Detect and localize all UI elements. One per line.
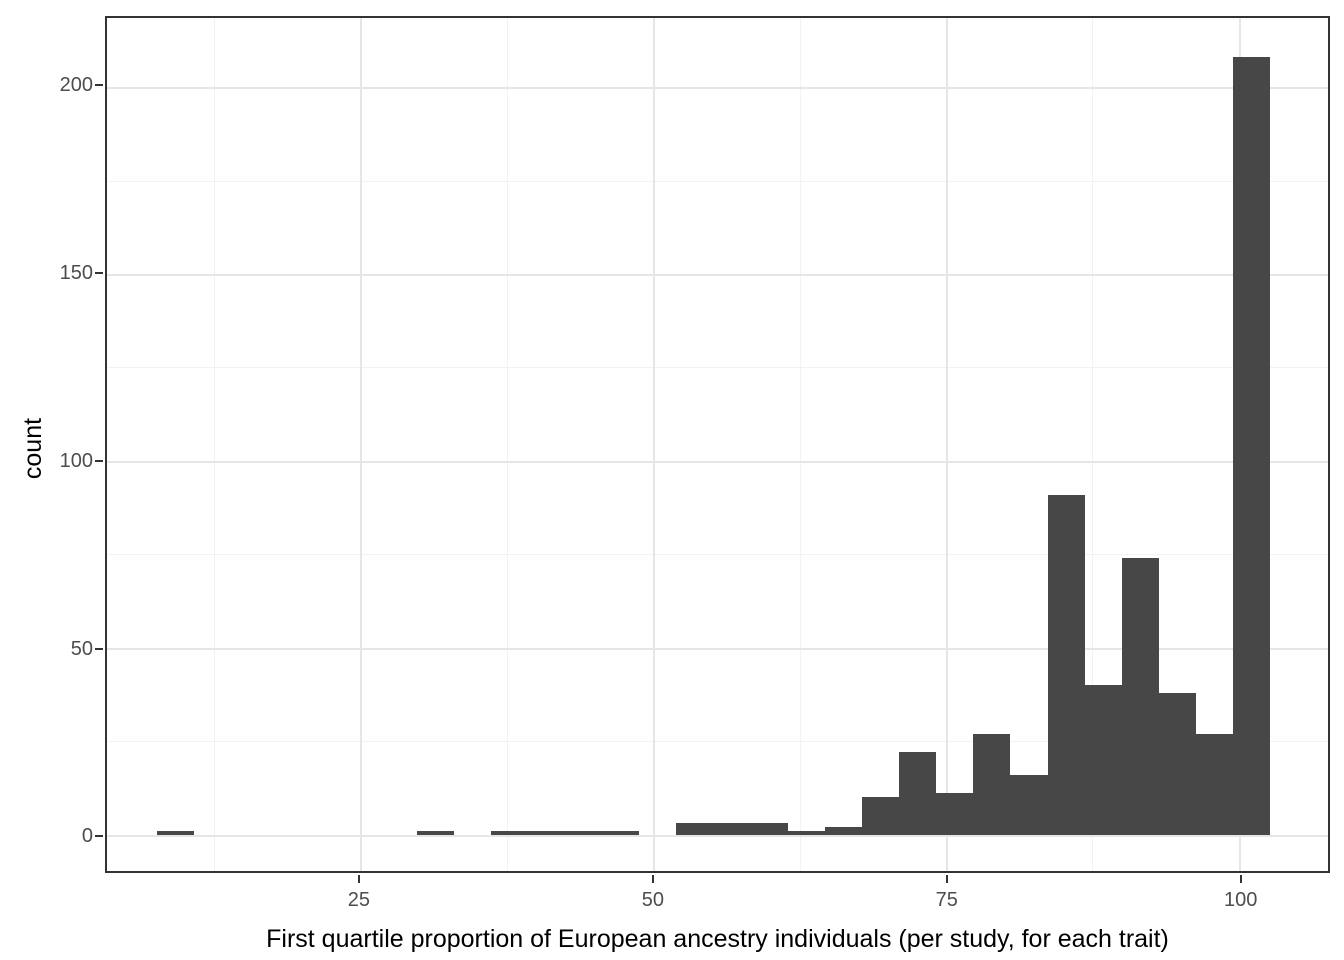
y-tick-label: 200 xyxy=(59,74,93,97)
gridline-x-minor xyxy=(799,18,801,871)
gridline-y-minor xyxy=(107,554,1328,556)
y-tick-mark xyxy=(95,272,103,275)
histogram-bar xyxy=(416,830,454,835)
x-tick-mark xyxy=(1239,875,1242,883)
y-tick-label: 0 xyxy=(81,825,93,848)
x-tick-label: 50 xyxy=(641,889,664,911)
histogram-bar xyxy=(899,752,937,835)
y-tick-label: 50 xyxy=(70,637,93,660)
gridline-y-minor xyxy=(107,180,1328,182)
gridline-y-minor xyxy=(107,741,1328,743)
y-axis-title: count xyxy=(19,417,47,480)
gridline-y-major xyxy=(107,647,1328,650)
histogram-bar xyxy=(824,827,862,835)
gridline-y-major xyxy=(107,460,1328,463)
histogram-bar xyxy=(490,830,528,835)
y-tick-mark xyxy=(95,84,103,87)
y-tick-label: 150 xyxy=(59,262,93,285)
y-tick-mark xyxy=(95,835,103,838)
y-tick-mark xyxy=(95,459,103,462)
histogram-bar xyxy=(1158,692,1196,835)
histogram-bar xyxy=(528,830,566,835)
x-tick-label: 25 xyxy=(347,889,371,911)
x-tick-mark xyxy=(945,875,948,883)
histogram-bar xyxy=(157,830,195,835)
gridline-y-major xyxy=(107,87,1328,90)
gridline-x-major xyxy=(945,18,948,871)
histogram-bar xyxy=(676,823,714,835)
gridline-x-minor xyxy=(1092,18,1094,871)
plot-panel xyxy=(105,16,1330,873)
histogram-bar xyxy=(1084,685,1122,835)
x-tick-mark xyxy=(651,875,654,883)
gridline-y-major xyxy=(107,273,1328,276)
x-tick-label: 100 xyxy=(1223,889,1258,911)
gridline-y-major xyxy=(107,834,1328,837)
x-axis-title: First quartile proportion of European an… xyxy=(266,925,1169,953)
gridline-y-minor xyxy=(107,367,1328,369)
histogram-bar xyxy=(565,830,603,835)
histogram-bar xyxy=(936,793,974,835)
histogram-bar xyxy=(1121,558,1159,835)
gridline-x-minor xyxy=(506,18,508,871)
histogram-bar xyxy=(973,733,1011,835)
gridline-x-minor xyxy=(213,18,215,871)
histogram-bar xyxy=(861,797,900,835)
y-tick-mark xyxy=(95,647,103,650)
y-tick-label: 100 xyxy=(59,449,93,472)
histogram-bar xyxy=(1233,57,1271,835)
histogram-bar xyxy=(713,823,751,835)
histogram-bar xyxy=(750,823,788,835)
histogram-bar xyxy=(1047,494,1085,835)
histogram-bar xyxy=(1195,733,1234,835)
x-tick-mark xyxy=(357,875,360,883)
x-tick-label: 75 xyxy=(935,889,958,911)
gridline-x-major xyxy=(653,18,656,871)
histogram-bar xyxy=(602,830,640,835)
histogram-bar xyxy=(1010,774,1048,835)
histogram-bar xyxy=(787,830,825,835)
gridline-x-major xyxy=(360,18,363,871)
